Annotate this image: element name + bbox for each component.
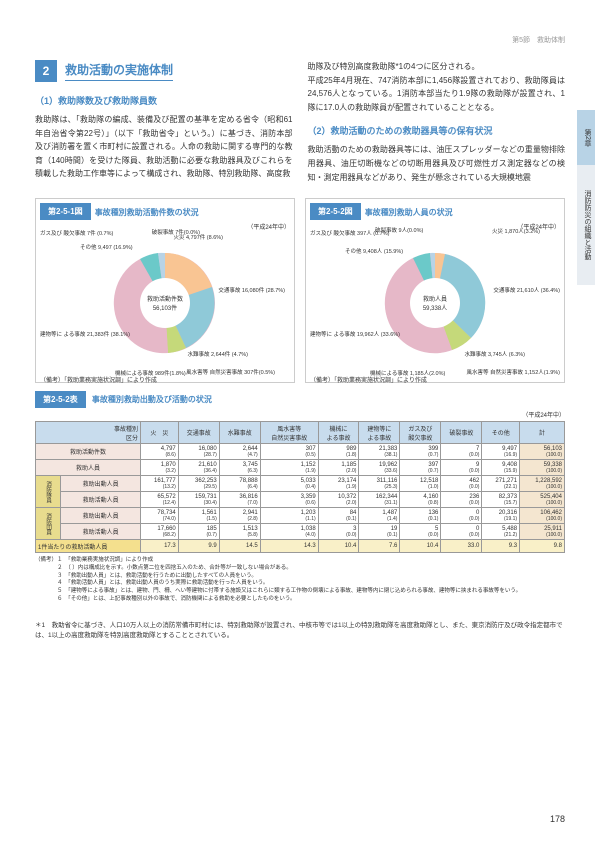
s2-bldg: 建物等に よる事故 19,962人 (33.6%) xyxy=(310,332,400,339)
table-notes: （備考）１ 「救助業務実施状況調」により作成 ２ （ ）内は構成比を示す。小数点… xyxy=(35,557,565,603)
s2-wind: 風水害等 自然災害事故 1,152人(1.9%) xyxy=(466,370,560,377)
s2-fire: 火災 1,870人(3.2%) xyxy=(492,229,540,236)
s1-bldg: 建物等に よる事故 21,383件 (38.1%) xyxy=(40,332,130,339)
s2-other: その他 9,408人 (15.9%) xyxy=(345,249,403,256)
paragraph-3: 平成25年4月現在、747消防本部に1,456隊設置されており、救助隊員は24,… xyxy=(308,74,566,115)
s2-break: 破裂事故 9人(0.0%) xyxy=(375,228,423,235)
page-header: 第5節 救助体制 xyxy=(35,35,565,45)
table-label: 第2-5-2表 xyxy=(35,391,86,408)
s1-fire: 火災 4,797件 (8.6%) xyxy=(173,235,223,242)
s1-water: 水難事故 2,644件 (4.7%) xyxy=(187,352,248,359)
pie2-center-label: 救助人員 xyxy=(423,294,447,303)
s1-gas: ガス及び 酸欠事故 7件 (0.7%) xyxy=(40,231,113,238)
page-number: 178 xyxy=(550,814,565,824)
paragraph-2: 助隊及び特別高度救助隊*1の4つに区分される。 xyxy=(308,60,566,74)
side-tab-chapter: 第2章 xyxy=(577,110,595,165)
pie1-center: 救助活動件数 56,103件 xyxy=(140,278,190,328)
section-title: 救助活動の実施体制 xyxy=(65,61,173,81)
subtitle-2: （2）救助活動のための救助器具等の保有状況 xyxy=(308,124,566,137)
s1-wind: 風水害等 自然災害事故 307件(0.5%) xyxy=(186,370,275,377)
chart-2: 第2-5-2図 事故種別救助人員の状況 （平成24年中） 救助人員 xyxy=(305,198,565,383)
s1-traffic: 交通事故 16,080件 (28.7%) xyxy=(218,288,285,295)
data-table: 事故種別区分火 災交通事故水難事故風水害等自然災害事故機械による事故建物等による… xyxy=(35,421,565,553)
pie2-center-value: 59,338人 xyxy=(423,303,447,312)
footnote: ＊1 救助省令に基づき、人口10万人以上の消防常備市町村には、特別救助隊が設置さ… xyxy=(35,621,565,641)
pie1-center-value: 56,103件 xyxy=(153,303,177,312)
s2-traffic: 交通事故 21,610人 (36.4%) xyxy=(493,288,560,295)
fig2-title: 事故種別救助人員の状況 xyxy=(365,207,453,218)
s1-other: その他 9,497 (16.9%) xyxy=(80,245,133,252)
fig1-label: 第2-5-1図 xyxy=(40,203,91,220)
section-number: 2 xyxy=(35,60,57,82)
side-tab-desc: 消防防災の組織と活動 xyxy=(577,165,595,285)
chart-1: 第2-5-1図 事故種別救助活動件数の状況 （平成24年中） 救助活動件 xyxy=(35,198,295,383)
table-title: 事故種別救助出動及び活動の状況 xyxy=(92,395,212,404)
fig1-title: 事故種別救助活動件数の状況 xyxy=(95,207,199,218)
pie2-center: 救助人員 59,338人 xyxy=(410,278,460,328)
s2-water: 水難事故 3,745人 (6.3%) xyxy=(464,352,525,359)
fig2-label: 第2-5-2図 xyxy=(310,203,361,220)
paragraph-1: 救助隊は、「救助隊の編成、装備及び配置の基準を定める省令（昭和61年自治省令第2… xyxy=(35,113,293,181)
pie1-center-label: 救助活動件数 xyxy=(147,294,183,303)
subtitle-1: （1）救助隊数及び救助隊員数 xyxy=(35,94,293,107)
paragraph-4: 救助活動のための救助器具等には、油圧スプレッダーなどの重量物排除用器具、油圧切断… xyxy=(308,143,566,184)
s1-mach: 機械による事故 989件(1.8%) xyxy=(115,371,186,378)
s2-mach: 機械による事故 1,185人(2.0%) xyxy=(370,371,445,378)
table-year: （平成24年中） xyxy=(35,410,565,419)
